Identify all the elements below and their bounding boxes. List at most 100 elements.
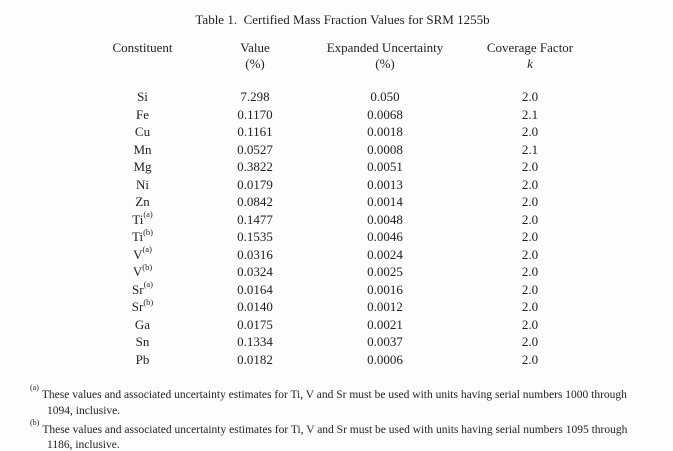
- cell-constituent: Mg: [85, 158, 200, 176]
- cell-constituent: Sn: [85, 333, 200, 351]
- footnote-marker-a: (a): [30, 383, 39, 393]
- header-unit: (%): [375, 56, 395, 71]
- cell-value: 0.0175: [237, 316, 273, 332]
- footnote-text: These values and associated uncertainty …: [42, 423, 628, 436]
- cell-constituent: Sr(b): [85, 297, 200, 316]
- cell-coverage-factor: 2.0: [521, 211, 539, 227]
- cell-coverage-factor: 2.0: [521, 299, 539, 314]
- cell-constituent: Ti(a): [85, 209, 200, 229]
- cell-value: 0.0164: [237, 281, 273, 297]
- cell-uncertainty: 0.0018: [367, 124, 403, 139]
- footnote-a: (a)These values and associated uncertain…: [30, 384, 666, 419]
- cell-uncertainty: 0.0068: [367, 106, 403, 122]
- col-header-constituent: Constituent: [85, 40, 200, 88]
- footnote-text: 1094, inclusive.: [47, 404, 121, 417]
- cell-coverage-factor: 2.0: [521, 176, 539, 192]
- table-row: Ti(b) 0.1535 0.0046 2.0: [85, 227, 600, 246]
- table-row: Sn 0.1334 0.0037 2.0: [85, 333, 600, 351]
- cell-coverage-factor: 2.0: [521, 124, 539, 139]
- cell-coverage-factor: 2.0: [521, 264, 539, 279]
- cell-value: 0.1170: [237, 106, 273, 122]
- cell-constituent: Ga: [85, 316, 200, 334]
- constituent-symbol: Mg: [133, 159, 152, 174]
- cell-value: 0.0140: [237, 299, 273, 314]
- footnotes-section: (a)These values and associated uncertain…: [30, 384, 666, 451]
- cell-value: 0.0182: [237, 351, 273, 367]
- constituent-symbol: Mn: [133, 141, 152, 157]
- certified-values-table: Constituent Value (%) Expanded Uncertain…: [85, 40, 600, 368]
- col-header-value: Value (%): [200, 40, 310, 88]
- constituent-symbol: Sr: [132, 281, 144, 297]
- table-row: Mg 0.3822 0.0051 2.0: [85, 158, 600, 176]
- cell-uncertainty: 0.0012: [367, 299, 403, 314]
- cell-coverage-factor: 2.0: [521, 194, 539, 209]
- constituent-symbol: Pb: [135, 351, 150, 367]
- footnote-ref: (a): [143, 279, 153, 290]
- constituent-symbol: Ni: [136, 176, 149, 192]
- cell-value: 0.3822: [237, 159, 273, 174]
- col-header-coverage-factor: Coverage Factor k: [460, 40, 600, 88]
- cell-value: 0.1334: [237, 334, 273, 349]
- cell-uncertainty: 0.0037: [367, 334, 403, 349]
- constituent-symbol: Si: [137, 89, 148, 104]
- table-title: Table 1. Certified Mass Fraction Values …: [195, 12, 490, 27]
- header-label: Expanded Uncertainty: [326, 40, 444, 55]
- table-row: Ga 0.0175 0.0021 2.0: [85, 316, 600, 334]
- cell-constituent: Mn: [85, 141, 200, 159]
- cell-value: 0.0324: [237, 264, 273, 279]
- footnote-text: 1186, inclusive.: [47, 439, 120, 451]
- footnote-ref: (b): [142, 261, 153, 272]
- footnote-ref: (a): [143, 209, 153, 220]
- cell-uncertainty: 0.050: [370, 89, 400, 104]
- constituent-symbol: Sr: [131, 299, 144, 314]
- constituent-symbol: V: [132, 264, 143, 279]
- cell-uncertainty: 0.0048: [367, 211, 403, 227]
- cell-value: 0.1477: [237, 211, 273, 227]
- constituent-symbol: Zn: [135, 194, 150, 209]
- cell-coverage-factor: 2.0: [521, 334, 539, 349]
- cell-uncertainty: 0.0008: [367, 141, 403, 157]
- cell-coverage-factor: 2.1: [521, 106, 539, 122]
- cell-value: 0.0316: [237, 246, 273, 262]
- cell-coverage-factor: 2.0: [521, 229, 539, 244]
- constituent-symbol: Sn: [135, 334, 150, 349]
- cell-value: 0.0527: [237, 141, 273, 157]
- cell-coverage-factor: 2.0: [521, 316, 539, 332]
- cell-value: 0.0842: [237, 194, 273, 209]
- table-row: Ni 0.0179 0.0013 2.0: [85, 176, 600, 194]
- table-row: Sr(b) 0.0140 0.0012 2.0: [85, 297, 600, 316]
- table-row: Si 7.298 0.050 2.0: [85, 88, 600, 106]
- table-row: Cu 0.1161 0.0018 2.0: [85, 123, 600, 141]
- cell-coverage-factor: 2.0: [521, 159, 539, 174]
- cell-value: 0.0179: [237, 176, 273, 192]
- table-row: Mn 0.0527 0.0008 2.1: [85, 141, 600, 159]
- footnote-ref: (a): [142, 244, 152, 255]
- constituent-symbol: V: [133, 246, 143, 262]
- header-row: Constituent Value (%) Expanded Uncertain…: [85, 40, 600, 88]
- cell-coverage-factor: 2.0: [521, 351, 539, 367]
- cell-constituent: Si: [85, 88, 200, 106]
- footnote-b: (b)These values and associated uncertain…: [30, 418, 666, 451]
- table-row: Fe 0.1170 0.0068 2.1: [85, 106, 600, 124]
- header-unit: (%): [245, 56, 265, 71]
- table-row: V(b) 0.0324 0.0025 2.0: [85, 261, 600, 281]
- cell-uncertainty: 0.0014: [367, 194, 403, 209]
- constituent-symbol: Ti: [131, 229, 144, 244]
- cell-coverage-factor: 2.0: [521, 246, 539, 262]
- cell-uncertainty: 0.0025: [367, 264, 403, 279]
- cell-constituent: Zn: [85, 193, 200, 211]
- cell-constituent: Ti(b): [85, 227, 200, 246]
- constituent-symbol: Cu: [134, 124, 151, 139]
- cell-coverage-factor: 2.1: [521, 141, 539, 157]
- cell-uncertainty: 0.0006: [367, 351, 403, 367]
- constituent-symbol: Ga: [134, 316, 151, 332]
- table-row: Sr(a) 0.0164 0.0016 2.0: [85, 279, 600, 299]
- footnote-marker-b: (b): [30, 417, 40, 427]
- header-label: Value: [240, 40, 270, 55]
- footnote-text: These values and associated uncertainty …: [41, 389, 627, 401]
- table-row: Ti(a) 0.1477 0.0048 2.0: [85, 209, 600, 229]
- cell-value: 7.298: [240, 89, 270, 104]
- cell-constituent: Pb: [85, 351, 200, 369]
- header-symbol-k: k: [527, 56, 533, 71]
